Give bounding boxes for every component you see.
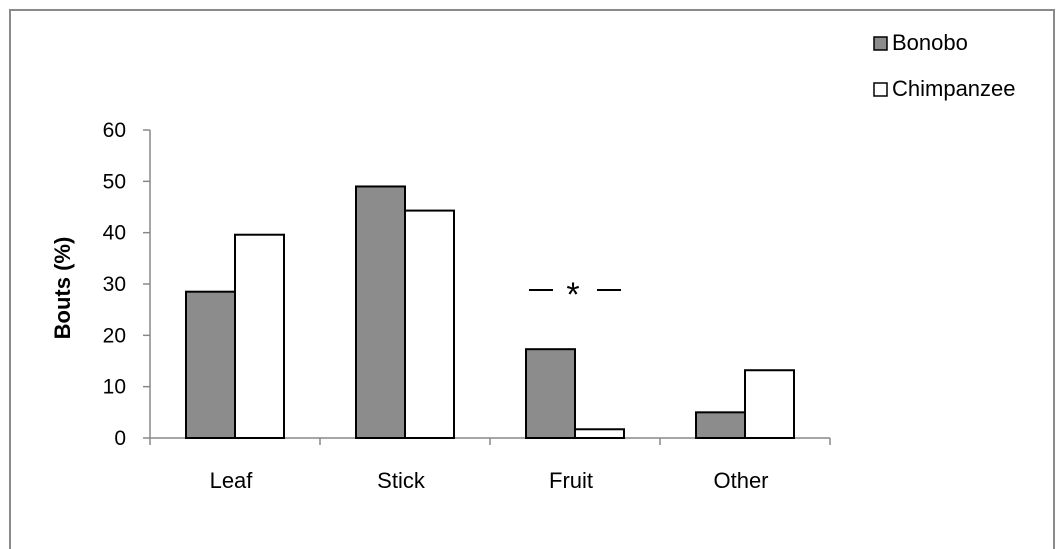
x-ticks bbox=[149, 438, 831, 445]
y-tick-label: 50 bbox=[103, 170, 126, 193]
y-tick-label: 60 bbox=[103, 119, 126, 142]
y-tick-label: 0 bbox=[114, 427, 126, 450]
y-ticks: 0 10 20 30 40 50 60 bbox=[103, 119, 150, 450]
bar-chimpanzee-other bbox=[744, 369, 795, 439]
category-label: Fruit bbox=[549, 468, 593, 493]
bar-chimpanzee-fruit bbox=[574, 428, 625, 440]
bar-bonobo-leaf bbox=[185, 290, 236, 440]
y-tick-label: 10 bbox=[103, 376, 126, 399]
legend-label-bonobo: Bonobo bbox=[892, 30, 968, 55]
category-labels: Leaf Stick Fruit Other bbox=[210, 468, 769, 493]
y-tick-label: 30 bbox=[103, 273, 126, 296]
y-tick-label: 40 bbox=[103, 222, 126, 245]
legend-swatch-chimpanzee bbox=[873, 82, 888, 97]
bar-bonobo-other bbox=[695, 411, 746, 440]
y-axis-label: Bouts (%) bbox=[50, 237, 75, 340]
bar-bonobo-stick bbox=[355, 185, 406, 439]
category-label: Leaf bbox=[210, 468, 254, 493]
legend: Bonobo Chimpanzee bbox=[873, 30, 1016, 101]
chart-frame bbox=[9, 9, 1055, 549]
category-label: Stick bbox=[377, 468, 426, 493]
bars bbox=[185, 185, 795, 440]
bar-chimpanzee-stick bbox=[404, 209, 455, 439]
y-tick-label: 20 bbox=[103, 324, 126, 347]
legend-label-chimpanzee: Chimpanzee bbox=[892, 76, 1016, 101]
category-label: Other bbox=[713, 468, 768, 493]
annotations: * bbox=[529, 276, 621, 314]
bar-chart: 0 10 20 30 40 50 60 Leaf Stick Fruit Other * Bono… bbox=[50, 30, 1016, 493]
bar-chimpanzee-leaf bbox=[234, 233, 285, 439]
legend-swatch-bonobo bbox=[873, 36, 888, 51]
bar-bonobo-fruit bbox=[525, 348, 576, 439]
significance-marker: * bbox=[566, 276, 579, 314]
